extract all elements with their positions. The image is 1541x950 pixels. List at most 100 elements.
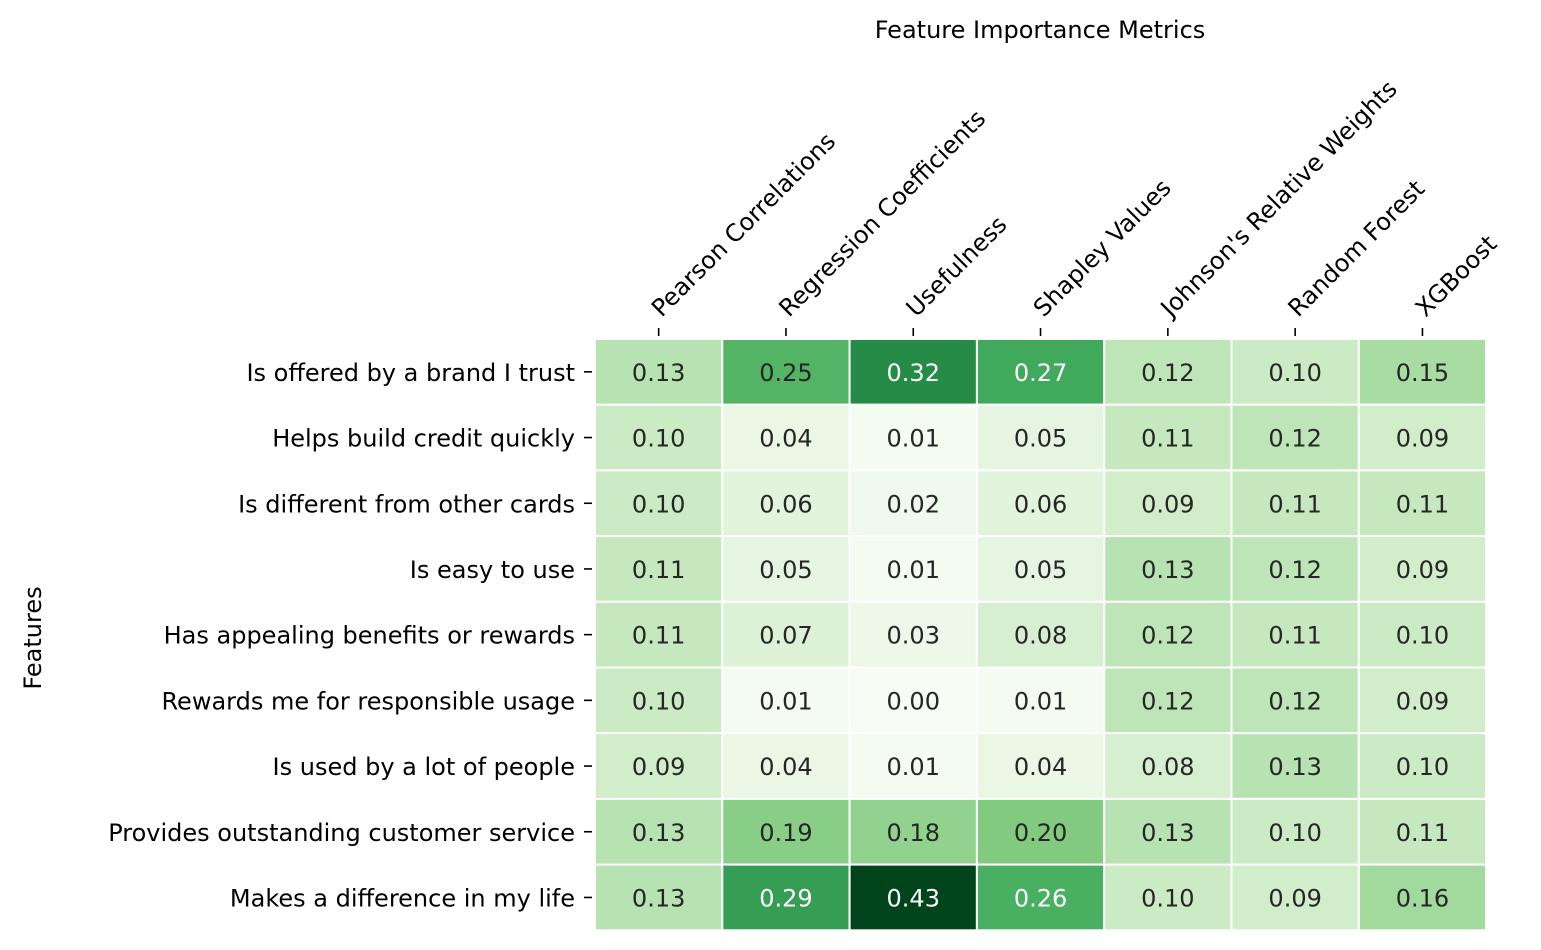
cell-value-label: 0.10 xyxy=(1396,753,1449,781)
y-tick-label: Rewards me for responsible usage xyxy=(161,687,575,715)
cell-value-label: 0.09 xyxy=(1396,425,1449,453)
heatmap-cell xyxy=(1103,797,1233,866)
heatmap-cell xyxy=(1357,797,1488,866)
cell-value-label: 0.12 xyxy=(1141,687,1194,715)
heatmap-cell xyxy=(1357,863,1488,932)
y-tick-label: Is easy to use xyxy=(410,556,575,584)
heatmap-cell xyxy=(975,666,1106,735)
y-tick-label: Provides outstanding customer service xyxy=(108,819,575,847)
cell-value-label: 0.11 xyxy=(1268,490,1321,518)
cell-value-label: 0.18 xyxy=(887,819,940,847)
cell-value-label: 0.32 xyxy=(887,359,940,387)
cell-value-label: 0.13 xyxy=(1268,753,1321,781)
cell-value-label: 0.12 xyxy=(1268,687,1321,715)
cell-value-label: 0.11 xyxy=(632,556,685,584)
cell-value-label: 0.10 xyxy=(632,425,685,453)
heatmap-cell xyxy=(594,338,724,406)
cell-value-label: 0.16 xyxy=(1396,884,1449,912)
cell-value-label: 0.06 xyxy=(759,490,812,518)
x-tick-label: Random Forest xyxy=(1283,175,1431,323)
cell-value-label: 0.01 xyxy=(887,556,940,584)
heatmap-cell xyxy=(1103,469,1233,538)
cell-value-label: 0.13 xyxy=(632,884,685,912)
heatmap-cell xyxy=(594,403,724,472)
cell-value-label: 0.27 xyxy=(1014,359,1067,387)
cell-value-label: 0.10 xyxy=(1268,819,1321,847)
cell-value-label: 0.01 xyxy=(887,753,940,781)
heatmap-cell xyxy=(1357,403,1488,472)
cell-value-label: 0.04 xyxy=(759,753,812,781)
heatmap-cell xyxy=(1357,535,1488,603)
cell-value-label: 0.11 xyxy=(1141,425,1194,453)
heatmap-cell xyxy=(975,732,1106,800)
heatmap-cell xyxy=(1230,338,1360,406)
heatmap-cell xyxy=(1103,666,1233,735)
heatmap-cell xyxy=(848,600,978,669)
cell-value-label: 0.08 xyxy=(1141,753,1194,781)
heatmap-cell xyxy=(975,797,1106,866)
heatmap-cell xyxy=(1230,797,1360,866)
cell-value-label: 0.09 xyxy=(1396,556,1449,584)
cell-value-label: 0.13 xyxy=(632,819,685,847)
heatmap-cell xyxy=(848,469,978,538)
cell-value-label: 0.12 xyxy=(1268,425,1321,453)
cell-value-label: 0.09 xyxy=(632,753,685,781)
heatmap-cell xyxy=(1103,863,1233,932)
cell-value-label: 0.10 xyxy=(1141,884,1194,912)
cell-value-label: 0.09 xyxy=(1396,687,1449,715)
cell-value-label: 0.05 xyxy=(759,556,812,584)
cell-value-label: 0.11 xyxy=(1396,819,1449,847)
cell-value-label: 0.05 xyxy=(1014,425,1067,453)
cell-value-label: 0.43 xyxy=(887,884,940,912)
heatmap-cell xyxy=(594,666,724,735)
heatmap-cell xyxy=(1230,732,1360,800)
cell-value-label: 0.10 xyxy=(632,687,685,715)
cell-value-label: 0.05 xyxy=(1014,556,1067,584)
cell-value-label: 0.01 xyxy=(759,687,812,715)
heatmap-cell xyxy=(975,863,1106,932)
cell-value-label: 0.09 xyxy=(1268,884,1321,912)
cell-value-label: 0.01 xyxy=(1014,687,1067,715)
cell-value-label: 0.03 xyxy=(887,622,940,650)
heatmap-cell xyxy=(848,732,978,800)
cell-value-label: 0.00 xyxy=(887,687,940,715)
heatmap-cell xyxy=(1103,403,1233,472)
heatmap-cell xyxy=(1357,666,1488,735)
cell-value-label: 0.13 xyxy=(1141,556,1194,584)
cell-value-label: 0.26 xyxy=(1014,884,1067,912)
cell-value-label: 0.02 xyxy=(887,490,940,518)
y-tick-label: Is used by a lot of people xyxy=(273,753,575,781)
cell-value-label: 0.25 xyxy=(759,359,812,387)
cell-value-label: 0.04 xyxy=(759,425,812,453)
cell-value-label: 0.29 xyxy=(759,884,812,912)
cell-value-label: 0.10 xyxy=(632,490,685,518)
y-tick-label: Helps build credit quickly xyxy=(272,425,575,453)
cell-value-label: 0.19 xyxy=(759,819,812,847)
x-tick-label: Regression Coefficients xyxy=(773,104,991,322)
heatmap-cell xyxy=(721,797,851,866)
cell-value-label: 0.07 xyxy=(759,622,812,650)
cell-value-label: 0.10 xyxy=(1268,359,1321,387)
cell-value-label: 0.11 xyxy=(1268,622,1321,650)
cell-value-label: 0.15 xyxy=(1396,359,1449,387)
heatmap-cell xyxy=(594,732,724,800)
cell-value-label: 0.20 xyxy=(1014,819,1067,847)
cell-value-label: 0.08 xyxy=(1014,622,1067,650)
y-tick-label: Is different from other cards xyxy=(238,490,575,518)
y-axis-ticks: Is offered by a brand I trust Helps build… xyxy=(108,359,592,912)
heatmap-cell xyxy=(848,863,978,932)
heatmap-cell xyxy=(1103,732,1233,800)
y-tick-label: Makes a difference in my life xyxy=(230,884,575,912)
x-tick-label: Shapley Values xyxy=(1028,174,1177,323)
cell-value-label: 0.12 xyxy=(1268,556,1321,584)
heatmap-cell xyxy=(721,338,851,406)
cell-value-label: 0.01 xyxy=(887,425,940,453)
heatmap-cell xyxy=(975,469,1106,538)
cell-value-label: 0.06 xyxy=(1014,490,1067,518)
cell-value-label: 0.11 xyxy=(632,622,685,650)
y-tick-label: Has appealing benefits or rewards xyxy=(164,622,575,650)
x-axis-title: Feature Importance Metrics xyxy=(875,16,1206,44)
cell-value-label: 0.12 xyxy=(1141,359,1194,387)
